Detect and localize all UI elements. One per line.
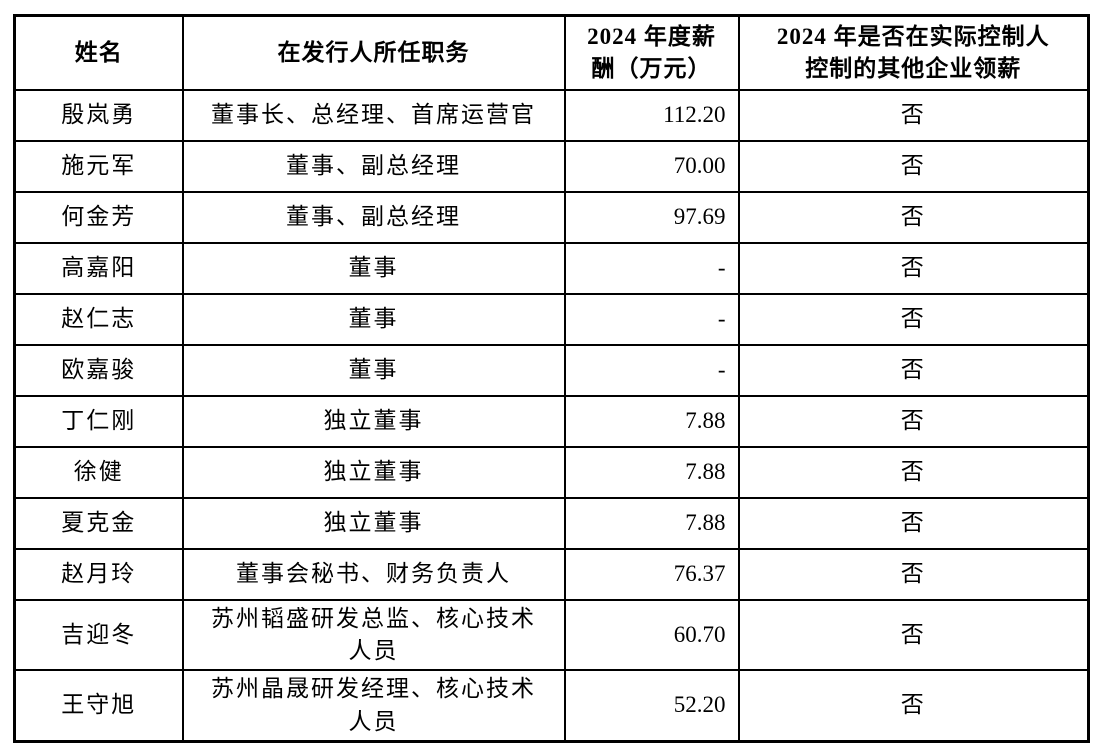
name-cell: 丁仁刚	[13, 395, 184, 448]
other-pay-cell: 否	[737, 446, 1090, 499]
other-pay-cell: 否	[737, 191, 1090, 244]
name-cell: 殷岚勇	[13, 89, 184, 142]
position-cell: 董事	[181, 293, 566, 346]
position-cell: 独立董事	[181, 395, 566, 448]
salary-cell: 76.37	[563, 548, 740, 601]
name-cell: 施元军	[13, 140, 184, 193]
table-row: 丁仁刚 独立董事 7.88 否	[13, 395, 1090, 448]
header-position: 在发行人所任职务	[181, 14, 566, 91]
other-pay-cell: 否	[737, 344, 1090, 397]
name-cell: 高嘉阳	[13, 242, 184, 295]
salary-cell: 112.20	[563, 89, 740, 142]
table-row: 王守旭 苏州晶晟研发经理、核心技术 人员 52.20 否	[13, 669, 1090, 743]
table-row: 施元军 董事、副总经理 70.00 否	[13, 140, 1090, 193]
position-cell: 董事、副总经理	[181, 140, 566, 193]
other-pay-cell: 否	[737, 293, 1090, 346]
salary-cell: -	[563, 344, 740, 397]
table-row: 何金芳 董事、副总经理 97.69 否	[13, 191, 1090, 244]
salary-cell: -	[563, 242, 740, 295]
salary-cell: -	[563, 293, 740, 346]
other-pay-cell: 否	[737, 242, 1090, 295]
position-cell: 董事	[181, 242, 566, 295]
name-cell: 欧嘉骏	[13, 344, 184, 397]
other-pay-cell: 否	[737, 140, 1090, 193]
salary-cell: 52.20	[563, 669, 740, 743]
position-cell: 董事、副总经理	[181, 191, 566, 244]
position-cell: 独立董事	[181, 497, 566, 550]
other-pay-cell: 否	[737, 548, 1090, 601]
salary-cell: 7.88	[563, 395, 740, 448]
salary-cell: 97.69	[563, 191, 740, 244]
name-cell: 徐健	[13, 446, 184, 499]
other-pay-cell: 否	[737, 598, 1090, 672]
salary-cell: 7.88	[563, 497, 740, 550]
other-pay-cell: 否	[737, 669, 1090, 743]
name-cell: 何金芳	[13, 191, 184, 244]
compensation-table: 姓名 在发行人所任职务 2024 年度薪 酬（万元） 2024 年是否在实际控制…	[13, 14, 1090, 743]
header-row: 姓名 在发行人所任职务 2024 年度薪 酬（万元） 2024 年是否在实际控制…	[13, 14, 1090, 91]
salary-cell: 60.70	[563, 598, 740, 672]
table-row: 徐健 独立董事 7.88 否	[13, 446, 1090, 499]
other-pay-cell: 否	[737, 89, 1090, 142]
header-other-pay: 2024 年是否在实际控制人 控制的其他企业领薪	[737, 14, 1090, 91]
position-cell: 独立董事	[181, 446, 566, 499]
position-cell: 苏州韬盛研发总监、核心技术 人员	[181, 598, 566, 672]
salary-cell: 70.00	[563, 140, 740, 193]
header-name: 姓名	[13, 14, 184, 91]
table-row: 赵仁志 董事 - 否	[13, 293, 1090, 346]
position-cell: 董事会秘书、财务负责人	[181, 548, 566, 601]
position-cell: 董事	[181, 344, 566, 397]
position-cell: 苏州晶晟研发经理、核心技术 人员	[181, 669, 566, 743]
other-pay-cell: 否	[737, 497, 1090, 550]
name-cell: 赵月玲	[13, 548, 184, 601]
header-salary: 2024 年度薪 酬（万元）	[563, 14, 740, 91]
name-cell: 王守旭	[13, 669, 184, 743]
table-row: 吉迎冬 苏州韬盛研发总监、核心技术 人员 60.70 否	[13, 598, 1090, 672]
position-cell: 董事长、总经理、首席运营官	[181, 89, 566, 142]
table-row: 高嘉阳 董事 - 否	[13, 242, 1090, 295]
other-pay-cell: 否	[737, 395, 1090, 448]
name-cell: 吉迎冬	[13, 598, 184, 672]
table-row: 赵月玲 董事会秘书、财务负责人 76.37 否	[13, 548, 1090, 601]
table-row: 夏克金 独立董事 7.88 否	[13, 497, 1090, 550]
table-row: 殷岚勇 董事长、总经理、首席运营官 112.20 否	[13, 89, 1090, 142]
table-row: 欧嘉骏 董事 - 否	[13, 344, 1090, 397]
name-cell: 赵仁志	[13, 293, 184, 346]
salary-cell: 7.88	[563, 446, 740, 499]
name-cell: 夏克金	[13, 497, 184, 550]
